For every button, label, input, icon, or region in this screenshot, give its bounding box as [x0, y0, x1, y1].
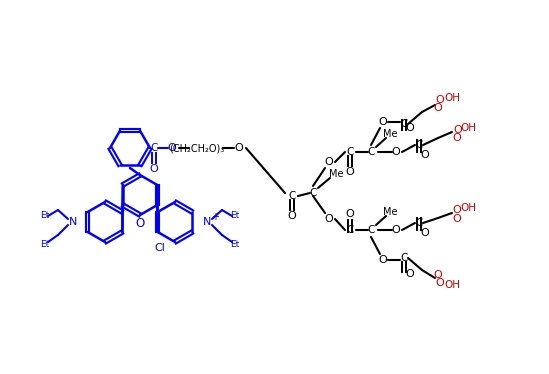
Text: +: +: [211, 212, 219, 222]
Text: O: O: [391, 225, 400, 235]
Text: O: O: [434, 270, 442, 280]
Text: O: O: [406, 269, 414, 279]
Text: C: C: [346, 147, 354, 157]
Text: O: O: [288, 211, 296, 221]
Text: O: O: [167, 143, 176, 153]
Text: O: O: [346, 167, 354, 177]
Text: O: O: [136, 217, 144, 230]
Text: O: O: [452, 205, 461, 215]
Text: O: O: [452, 214, 461, 224]
Text: O: O: [379, 117, 388, 127]
Text: O: O: [435, 95, 444, 105]
Text: O: O: [324, 157, 333, 167]
Text: O: O: [391, 147, 400, 157]
Text: Me: Me: [383, 129, 397, 139]
Text: O: O: [234, 143, 243, 153]
Text: OH: OH: [460, 203, 476, 213]
Text: O: O: [406, 123, 414, 133]
Text: C: C: [367, 225, 374, 235]
Text: O: O: [346, 209, 354, 219]
Text: Cl: Cl: [155, 243, 165, 253]
Text: O: O: [453, 125, 462, 135]
Text: C: C: [309, 188, 317, 198]
Text: OH: OH: [444, 280, 460, 290]
Text: O: O: [421, 228, 429, 238]
Text: OH: OH: [460, 123, 476, 133]
Text: C: C: [400, 119, 408, 129]
Text: O: O: [452, 133, 461, 143]
Text: C: C: [288, 191, 296, 201]
Text: Et: Et: [41, 211, 49, 220]
Text: O: O: [379, 255, 388, 265]
Text: Et: Et: [41, 239, 49, 248]
Text: O: O: [421, 150, 429, 160]
Text: (CH₂CH₂O)₃: (CH₂CH₂O)₃: [170, 143, 225, 153]
Text: C: C: [400, 253, 408, 263]
Text: C: C: [367, 147, 374, 157]
Text: Et: Et: [231, 211, 239, 220]
Text: OH: OH: [444, 93, 460, 103]
Text: ⁻: ⁻: [169, 237, 175, 251]
Text: Me: Me: [329, 169, 343, 179]
Text: C: C: [150, 143, 158, 153]
Text: Me: Me: [383, 207, 397, 217]
Text: O: O: [435, 278, 444, 288]
Text: C: C: [346, 225, 354, 235]
Text: O: O: [324, 214, 333, 224]
Text: N: N: [203, 217, 211, 227]
Text: C: C: [415, 218, 423, 228]
Text: O: O: [150, 164, 158, 174]
Text: N: N: [69, 217, 77, 227]
Text: Et: Et: [231, 239, 239, 248]
Text: C: C: [415, 140, 423, 150]
Text: O: O: [434, 103, 442, 113]
